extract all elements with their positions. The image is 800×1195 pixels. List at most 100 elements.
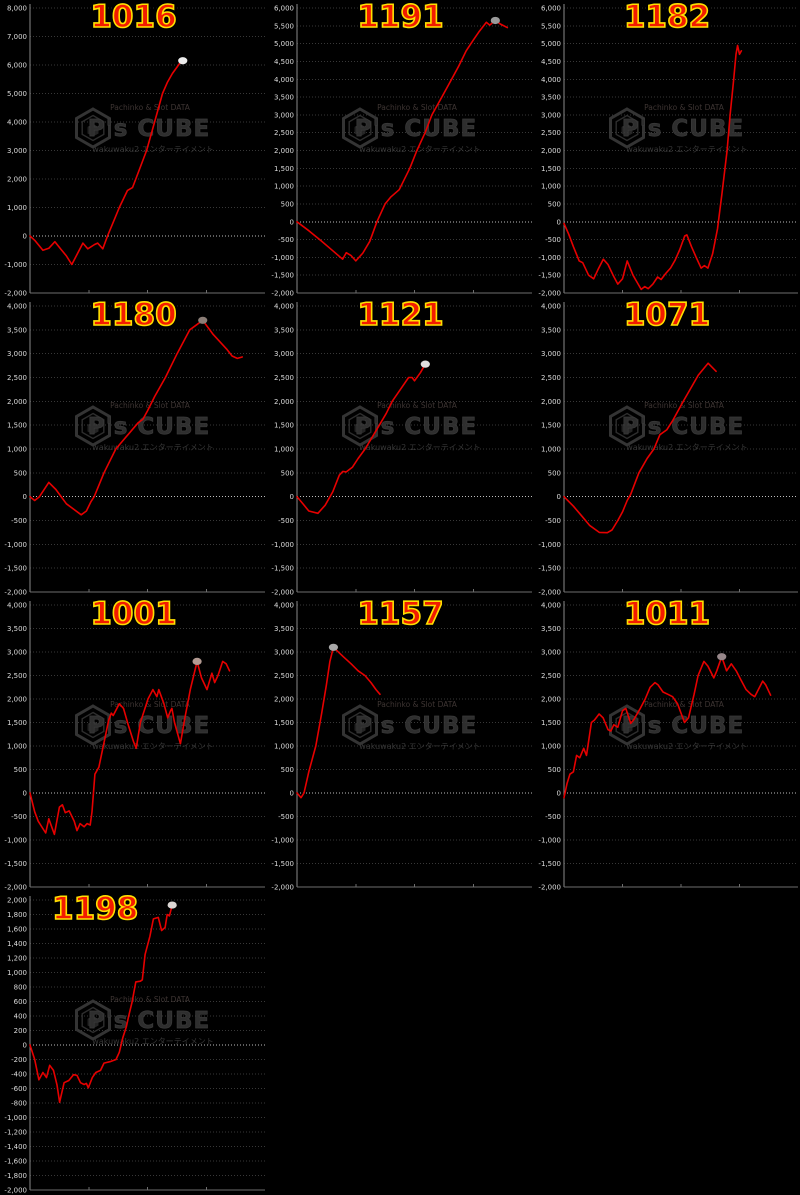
- y-axis-label: 1,200: [7, 955, 27, 963]
- watermark-brand-text: P's CUBE: [88, 1008, 210, 1034]
- y-axis-label: -1,000: [4, 261, 27, 269]
- chart-title: 1182: [623, 0, 711, 35]
- y-axis-label: -1,500: [271, 272, 294, 280]
- y-axis-label: -2,000: [271, 290, 294, 298]
- y-axis-label: 1,000: [541, 743, 561, 751]
- y-axis-label: 0: [23, 1042, 27, 1050]
- payout-line: [296, 363, 427, 515]
- chart-title: 1011: [623, 597, 711, 632]
- y-axis-label: -600: [11, 1085, 27, 1093]
- y-axis-label: 2,500: [274, 129, 294, 137]
- y-axis-label: 7,000: [7, 33, 27, 41]
- chart-cell-1198: 2,000 1,800 1,600 1,400 1,200 1,000 800 600 400 2…: [0, 892, 267, 1195]
- watermark-bottom-text: wakuwaku2 エンターテイメント: [626, 443, 747, 452]
- watermark-top-text: Pachinko & Slot DATA: [110, 700, 191, 709]
- y-axis-label: 3,000: [7, 649, 27, 657]
- cube-icon: [621, 422, 633, 435]
- y-axis-label: 4,000: [7, 303, 27, 311]
- y-axis-label: 2,000: [274, 147, 294, 155]
- y-axis-label: 0: [23, 790, 27, 798]
- y-axis-label: 2,500: [274, 672, 294, 680]
- y-axis-label: 1,000: [7, 969, 27, 977]
- chart-title: 1198: [51, 892, 139, 927]
- watermark: Pachinko & Slot DATA P's CUBE wakuwaku2 エン…: [609, 103, 748, 154]
- y-axis-label: 500: [548, 200, 561, 208]
- y-axis-label: 3,000: [274, 350, 294, 358]
- peak-value-marker: [490, 16, 500, 25]
- y-axis-label: 2,500: [274, 374, 294, 382]
- y-axis-label: 2,500: [541, 129, 561, 137]
- y-axis-label: -1,000: [538, 254, 561, 262]
- watermark-brand-text: P's CUBE: [88, 116, 210, 142]
- y-axis-label: 1,500: [541, 165, 561, 173]
- y-axis-label: -200: [11, 1056, 27, 1064]
- y-axis-label: 5,500: [274, 22, 294, 30]
- y-axis-label: 0: [557, 218, 561, 226]
- y-axis-label: 1,000: [7, 743, 27, 751]
- y-axis-label: 1,000: [7, 204, 27, 212]
- payout-line: [29, 904, 173, 1104]
- hex-cube-icon-inner: [81, 711, 105, 739]
- y-axis-label: 1,500: [541, 422, 561, 430]
- y-axis-label: 8,000: [7, 5, 27, 13]
- watermark-top-text: Pachinko & Slot DATA: [377, 103, 458, 112]
- line-chart-1198: 2,000 1,800 1,600 1,400 1,200 1,000 800 600 400 2…: [4, 896, 265, 1195]
- watermark-bottom-text: wakuwaku2 エンターテイメント: [92, 145, 213, 154]
- y-axis-label: -800: [11, 1100, 27, 1108]
- watermark-bottom-text: wakuwaku2 エンターテイメント: [359, 145, 480, 154]
- payout-line: [563, 655, 772, 799]
- line-chart-1011: 4,000 3,500 3,000 2,500 2,000 1,500 1,000 500 0 -…: [538, 601, 798, 892]
- y-axis-label: 1,500: [274, 165, 294, 173]
- line-chart-1180: 4,000 3,500 3,000 2,500 2,000 1,500 1,000 500 0 -…: [4, 302, 265, 597]
- watermark-top-text: Pachinko & Slot DATA: [644, 700, 725, 709]
- y-axis-label: 4,500: [541, 58, 561, 66]
- hex-cube-icon-inner: [81, 1006, 105, 1034]
- y-axis-label: -1,500: [538, 860, 561, 868]
- y-axis-label: -1,800: [4, 1172, 27, 1180]
- chart-cell-1191: 6,000 5,500 5,000 4,500 4,000 3,500 3,000 2,500…: [267, 0, 534, 298]
- y-axis-label: -1,000: [4, 837, 27, 845]
- y-axis-label: 500: [548, 469, 561, 477]
- y-axis-label: -1,500: [4, 565, 27, 573]
- chart-cell-1001: 4,000 3,500 3,000 2,500 2,000 1,500 1,000 500 0 -…: [0, 597, 267, 892]
- y-axis-label: 2,000: [541, 696, 561, 704]
- y-axis-label: 2,500: [541, 374, 561, 382]
- line-chart-1182: 6,000 5,500 5,000 4,500 4,000 3,500 3,000 2,500…: [538, 4, 798, 298]
- y-axis-label: 1,800: [7, 911, 27, 919]
- y-axis-label: -500: [545, 517, 561, 525]
- cube-icon: [87, 422, 99, 435]
- hex-cube-icon: [609, 107, 645, 149]
- hex-cube-icon: [75, 999, 111, 1041]
- y-axis-label: 4,000: [274, 602, 294, 610]
- empty-cell: [267, 892, 534, 1195]
- final-value-marker: [178, 57, 188, 65]
- watermark-bottom-text: wakuwaku2 エンターテイメント: [359, 742, 480, 751]
- chart-cell-1071: 4,000 3,500 3,000 2,500 2,000 1,500 1,000 500 0 -…: [534, 298, 800, 597]
- line-chart-1157: 4,000 3,500 3,000 2,500 2,000 1,500 1,000 500 0 -…: [271, 601, 532, 892]
- y-axis-label: 3,000: [541, 350, 561, 358]
- empty-cell: [534, 892, 800, 1195]
- payout-line: [563, 44, 743, 291]
- watermark-top-text: Pachinko & Slot DATA: [110, 995, 191, 1004]
- line-chart-1071: 4,000 3,500 3,000 2,500 2,000 1,500 1,000 500 0 -…: [538, 302, 798, 597]
- y-axis-label: 200: [14, 1027, 27, 1035]
- y-axis-label: 1,500: [7, 422, 27, 430]
- line-chart-1191: 6,000 5,500 5,000 4,500 4,000 3,500 3,000 2,500…: [271, 4, 532, 298]
- y-axis-label: -2,000: [538, 589, 561, 597]
- watermark-top-text: Pachinko & Slot DATA: [110, 103, 191, 112]
- hex-cube-icon: [609, 405, 645, 447]
- y-axis-label: 4,000: [274, 76, 294, 84]
- y-axis-label: -1,000: [538, 837, 561, 845]
- hex-cube-icon: [75, 704, 111, 746]
- y-axis-label: 3,500: [541, 625, 561, 633]
- cube-icon: [354, 422, 366, 435]
- watermark-bottom-text: wakuwaku2 エンターテイメント: [359, 443, 480, 452]
- y-axis-label: 4,000: [7, 119, 27, 127]
- y-axis-label: 5,000: [274, 40, 294, 48]
- watermark: Pachinko & Slot DATA P's CUBE wakuwaku2 エン…: [75, 103, 214, 154]
- y-axis-label: 6,000: [274, 5, 294, 13]
- watermark-brand-text: P's CUBE: [622, 116, 744, 142]
- y-axis-label: -1,000: [271, 254, 294, 262]
- y-axis-label: -2,000: [4, 290, 27, 298]
- y-axis-label: -500: [11, 813, 27, 821]
